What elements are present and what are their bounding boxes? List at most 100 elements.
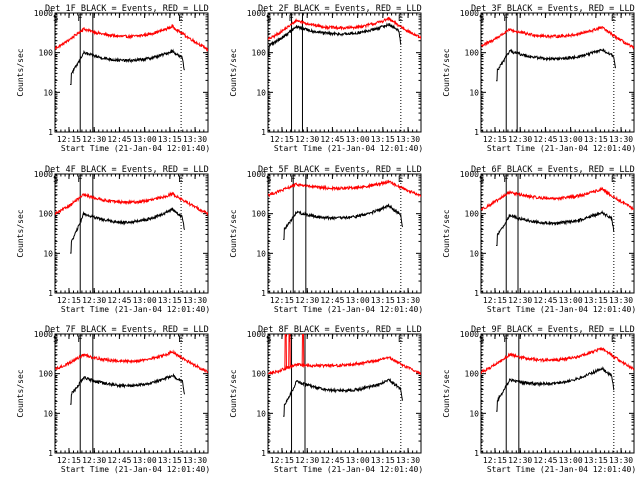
x-tick-label: 12:45: [320, 135, 344, 144]
series-group: [268, 334, 421, 417]
series-lld-line: [481, 25, 634, 50]
x-tick-label: 12:45: [533, 456, 557, 465]
marker-end-label: E: [611, 175, 616, 185]
x-tick-label: 13:15: [158, 135, 182, 144]
x-tick-label: 12:30: [508, 135, 532, 144]
panel-det-7f: Det 7F BLACK = Events, RED = LLD 1 10 100 10…: [16, 325, 210, 474]
series-group: [481, 186, 634, 246]
x-tick-label: 13:30: [609, 456, 633, 465]
y-tick-label: 100: [252, 210, 267, 219]
marker-end-label: E: [611, 14, 616, 24]
y-tick-label: 1000: [34, 9, 53, 18]
panel-title: Det 6F BLACK = Events, RED = LLD: [471, 165, 635, 175]
series-group: [55, 191, 208, 254]
panel-det-5f: Det 5F BLACK = Events, RED = LLD 1 10 100 10…: [229, 165, 423, 314]
x-tick-label: 13:00: [559, 456, 583, 465]
plot-frame: [54, 333, 209, 454]
marker-flare-label: F: [503, 175, 508, 185]
y-tick-label: 10: [256, 249, 266, 258]
x-tick-label: 13:30: [183, 456, 207, 465]
marker-flare-label: F: [289, 335, 294, 345]
series-lld-line: [481, 186, 634, 211]
series-events-line: [283, 377, 403, 417]
y-tick-label: 100: [39, 370, 54, 379]
y-tick-label: 100: [252, 49, 267, 58]
panel-title: Det 7F BLACK = Events, RED = LLD: [45, 325, 209, 335]
x-tick-label: 13:30: [396, 456, 420, 465]
x-tick-label: 13:15: [371, 456, 395, 465]
y-tick-label: 1: [474, 449, 479, 458]
marker-start-label: S: [53, 335, 58, 345]
y-tick-label: 10: [469, 249, 479, 258]
panel-title: Det 8F BLACK = Events, RED = LLD: [258, 325, 422, 335]
x-tick-label: 13:15: [584, 135, 608, 144]
x-tick-label: 12:30: [295, 296, 319, 305]
marker-end-label: E: [398, 175, 403, 185]
x-tick-label: 13:30: [396, 296, 420, 305]
series-lld-line: [55, 349, 208, 374]
x-tick-label: 13:15: [584, 456, 608, 465]
plot-frame: [267, 173, 422, 294]
x-axis-label: Start Time (21-Jan-04 12:01:40): [274, 305, 423, 314]
x-tick-label: 13:30: [609, 296, 633, 305]
y-tick-label: 1: [474, 128, 479, 137]
x-tick-label: 12:30: [82, 135, 106, 144]
marker-flare-label: F: [503, 335, 508, 345]
y-tick-label: 100: [252, 370, 267, 379]
marker-start-label: S: [479, 175, 484, 185]
x-axis-label: Start Time (21-Jan-04 12:01:40): [61, 144, 210, 153]
series-events-line: [70, 48, 185, 85]
series-group: [481, 346, 634, 412]
x-tick-label: 12:30: [295, 135, 319, 144]
lld-spike: [284, 334, 287, 369]
panel-title: Det 2F BLACK = Events, RED = LLD: [258, 4, 422, 14]
x-tick-label: 13:30: [609, 135, 633, 144]
marker-flare-label: F: [77, 335, 82, 345]
y-tick-label: 10: [43, 409, 53, 418]
series-lld-line: [481, 346, 634, 375]
y-tick-label: 1000: [34, 170, 53, 179]
x-tick-label: 12:15: [57, 296, 81, 305]
plot-frame: [480, 173, 635, 294]
y-axis-label: Counts/sec: [229, 369, 238, 417]
plot-frame: [480, 12, 635, 133]
plot-frame: [267, 333, 422, 454]
marker-flare-label: F: [290, 175, 295, 185]
marker-end-label: E: [178, 335, 183, 345]
y-axis-label: Counts/sec: [229, 48, 238, 96]
y-tick-label: 100: [39, 210, 54, 219]
marker-end-label: E: [398, 14, 403, 24]
marker-end-label: E: [178, 175, 183, 185]
marker-end-label: E: [178, 14, 183, 24]
x-tick-label: 13:15: [371, 135, 395, 144]
x-tick-label: 12:45: [107, 135, 131, 144]
x-tick-label: 13:30: [183, 296, 207, 305]
series-lld-line: [55, 191, 208, 217]
y-tick-label: 1: [48, 128, 53, 137]
x-tick-label: 13:00: [133, 296, 157, 305]
marker-flare-label: F: [503, 14, 508, 24]
marker-start-label: S: [479, 335, 484, 345]
y-tick-label: 100: [39, 49, 54, 58]
x-tick-label: 12:45: [533, 135, 557, 144]
x-tick-label: 12:30: [508, 456, 532, 465]
y-tick-label: 1: [48, 449, 53, 458]
marker-end-label: E: [398, 335, 403, 345]
plot-frame: [267, 12, 422, 133]
x-tick-label: 13:15: [158, 296, 182, 305]
x-tick-label: 13:00: [346, 135, 370, 144]
y-tick-label: 100: [465, 210, 480, 219]
marker-start-label: S: [266, 335, 271, 345]
marker-start-label: S: [479, 14, 484, 24]
series-group: [55, 23, 208, 85]
y-tick-label: 10: [256, 409, 266, 418]
x-axis-label: Start Time (21-Jan-04 12:01:40): [61, 465, 210, 474]
y-tick-label: 1000: [460, 9, 479, 18]
series-events-line: [496, 366, 615, 412]
marker-end-label: E: [611, 335, 616, 345]
marker-start-label: S: [266, 175, 271, 185]
x-tick-label: 12:45: [107, 456, 131, 465]
x-tick-label: 12:45: [107, 296, 131, 305]
marker-start-label: S: [53, 175, 58, 185]
